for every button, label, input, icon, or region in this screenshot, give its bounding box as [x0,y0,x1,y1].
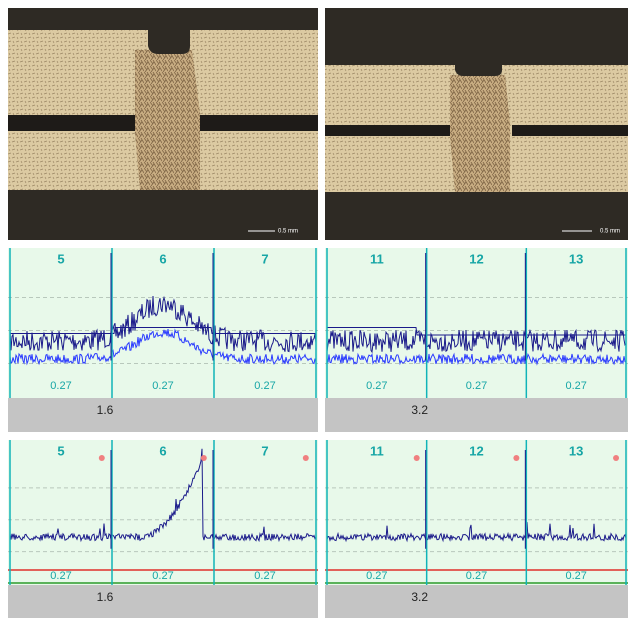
figure: 0.5 mm 0.5 mm 5 0.27 6 0.27 7 0.27 1.6 11 0.27 12… [0,0,628,618]
plot-area [8,440,318,585]
segment-value: 0.27 [466,380,487,392]
segment-value: 0.27 [50,570,71,582]
axis-label: 1.6 [97,403,114,417]
segment-value: 0.27 [565,380,586,392]
axis-strip [8,398,318,432]
segment-label: 11 [370,443,384,458]
scale-label: 0.5 mm [600,229,620,235]
plot-area [8,248,318,398]
marker-dot [414,455,420,461]
segment-label: 13 [569,443,583,458]
marker-dot [303,455,309,461]
axis-label: 1.6 [97,590,114,604]
segment-label: 12 [469,443,483,458]
segment-value: 0.27 [366,570,387,582]
segment-value: 0.27 [466,570,487,582]
micrograph-left [8,8,318,240]
segment-label: 5 [57,251,64,266]
marker-dot [513,455,519,461]
micrograph-right [325,8,628,240]
segment-label: 13 [569,251,583,266]
segment-value: 0.27 [152,570,173,582]
segment-label: 6 [159,251,166,266]
axis-label: 3.2 [411,403,428,417]
scale-label: 0.5 mm [278,229,298,235]
axis-strip [325,585,628,618]
axis-strip [8,585,318,618]
segment-label: 7 [261,443,268,458]
segment-label: 7 [261,251,268,266]
segment-value: 0.27 [50,380,71,392]
segment-label: 12 [469,251,483,266]
marker-dot [201,455,207,461]
segment-value: 0.27 [152,380,173,392]
segment-label: 11 [370,251,384,266]
plot-area [325,440,628,585]
marker-dot [613,455,619,461]
axis-strip [325,398,628,432]
segment-value: 0.27 [254,380,275,392]
segment-value: 0.27 [254,570,275,582]
segment-label: 5 [57,443,64,458]
marker-dot [99,455,105,461]
segment-value: 0.27 [366,380,387,392]
axis-label: 3.2 [411,590,428,604]
plot-area [325,248,628,398]
segment-value: 0.27 [565,570,586,582]
segment-label: 6 [159,443,166,458]
